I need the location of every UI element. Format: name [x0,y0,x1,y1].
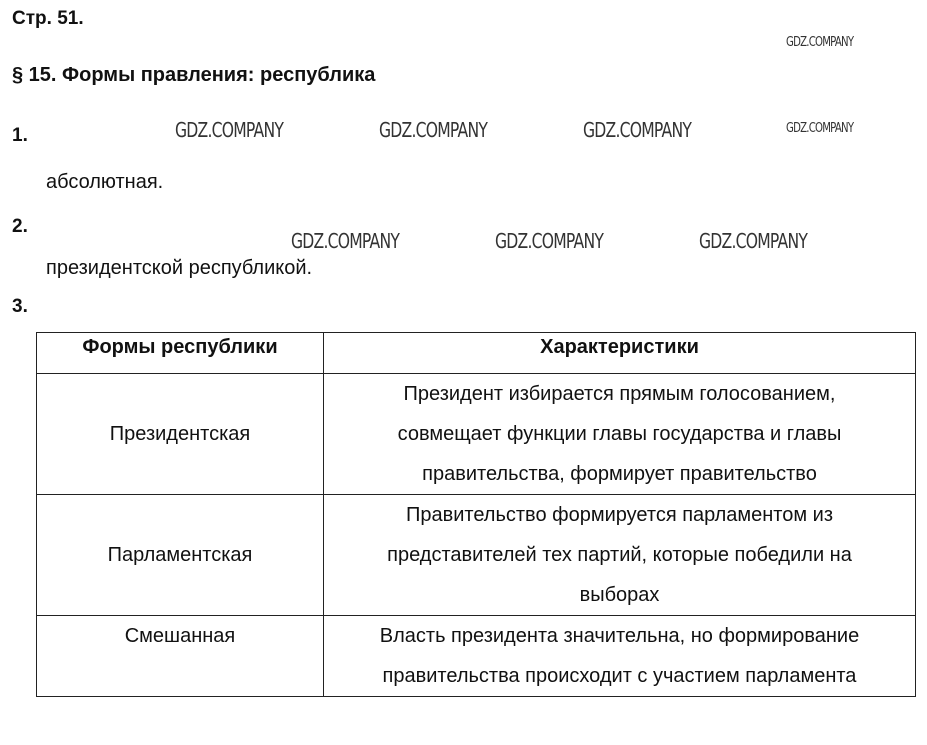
table-header-row: Формы республики Характеристики [36,332,916,374]
table-row: Президентская Президент избирается прямы… [36,373,916,495]
watermark: GDZ.COMPANY [786,121,854,136]
line: представителей тех партий, которые побед… [387,544,852,566]
republic-forms-table: Формы республики Характеристики Президен… [36,332,916,697]
section-title: § 15. Формы правления: республика [12,64,376,86]
line: совмещает функции главы государства и гл… [397,423,842,445]
watermark: GDZ.COMPANY [495,229,604,253]
line: правительства происходит с участием парл… [382,665,857,687]
form-cell: Смешанная [36,615,324,697]
task-2-answer: президентской республикой. [46,257,313,279]
characteristics-cell: Президент избирается прямым голосованием… [323,373,916,495]
task-1-answer: абсолютная. [46,171,164,193]
line: Президент избирается прямым голосованием… [403,383,836,405]
task-3-number: 3. [12,296,28,317]
page-number: Стр. 51. [12,8,84,29]
watermark: GDZ.COMPANY [379,118,488,142]
watermark: GDZ.COMPANY [583,118,692,142]
form-cell: Парламентская [36,494,324,616]
task-1-number: 1. [12,125,28,146]
watermark: GDZ.COMPANY [786,35,854,50]
watermark: GDZ.COMPANY [175,118,284,142]
header-forms: Формы республики [36,332,324,374]
table-row: Парламентская Правительство формируется … [36,494,916,616]
header-characteristics: Характеристики [323,332,916,374]
line: правительства, формирует правительство [422,463,817,485]
form-cell: Президентская [36,373,324,495]
characteristics-cell: Власть президента значительна, но формир… [323,615,916,697]
watermark: GDZ.COMPANY [699,229,808,253]
characteristics-cell: Правительство формируется парламентом из… [323,494,916,616]
task-2-number: 2. [12,216,28,237]
line: выборах [579,584,660,606]
table-row: Смешанная Власть президента значительна,… [36,615,916,697]
line: Власть президента значительна, но формир… [379,625,860,647]
line: Правительство формируется парламентом из [405,504,834,526]
watermark: GDZ.COMPANY [291,229,400,253]
